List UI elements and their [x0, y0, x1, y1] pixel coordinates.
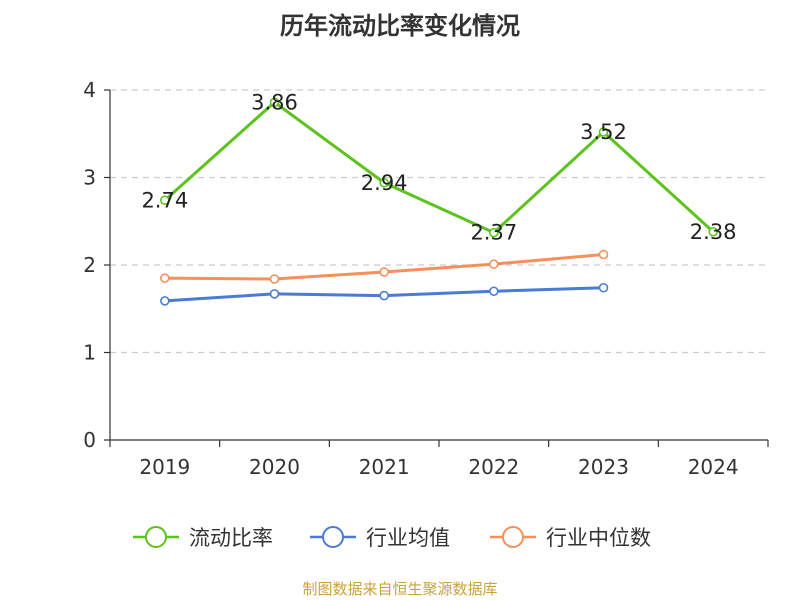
legend-label: 行业中位数	[546, 526, 651, 550]
x-tick-label: 2020	[249, 455, 300, 479]
data-label: 2.94	[361, 171, 408, 195]
data-point	[269, 97, 280, 108]
series-line-0	[163, 100, 715, 235]
y-tick-label: 1	[83, 341, 96, 365]
legend-marker	[145, 526, 167, 548]
data-point	[160, 195, 170, 206]
data-point	[379, 267, 389, 277]
y-tick-label: 0	[83, 428, 96, 452]
x-tick-label: 2024	[688, 455, 739, 479]
y-tick-label: 2	[83, 253, 96, 277]
x-tick-label: 2021	[359, 455, 410, 479]
legend-marker	[502, 526, 524, 548]
data-point	[489, 227, 499, 238]
source-note: 制图数据来自恒生聚源数据库	[302, 580, 498, 598]
data-label: 3.86	[251, 90, 298, 114]
data-point	[379, 177, 389, 188]
data-point	[489, 259, 499, 269]
data-point	[269, 274, 280, 284]
data-point	[598, 282, 609, 293]
data-point	[708, 226, 718, 237]
data-label: 3.52	[580, 120, 627, 144]
chart-title: 历年流动比率变化情况	[280, 12, 520, 40]
legend-label: 流动比率	[189, 526, 273, 550]
data-point	[489, 286, 499, 297]
data-label: 2.37	[470, 221, 517, 245]
y-tick-label: 4	[83, 78, 96, 102]
legend-label: 行业均值	[366, 526, 450, 550]
data-point	[598, 127, 609, 137]
data-label: 2.38	[690, 220, 737, 244]
data-point	[160, 296, 170, 306]
data-point	[160, 273, 170, 283]
data-point	[598, 249, 609, 260]
data-point	[269, 289, 280, 299]
x-tick-label: 2022	[468, 455, 519, 479]
x-tick-label: 2023	[578, 455, 629, 479]
y-tick-label: 3	[83, 166, 96, 190]
x-tick-label: 2019	[139, 455, 190, 479]
legend-marker	[322, 526, 344, 548]
data-label: 2.74	[141, 188, 188, 212]
data-point	[379, 290, 389, 301]
